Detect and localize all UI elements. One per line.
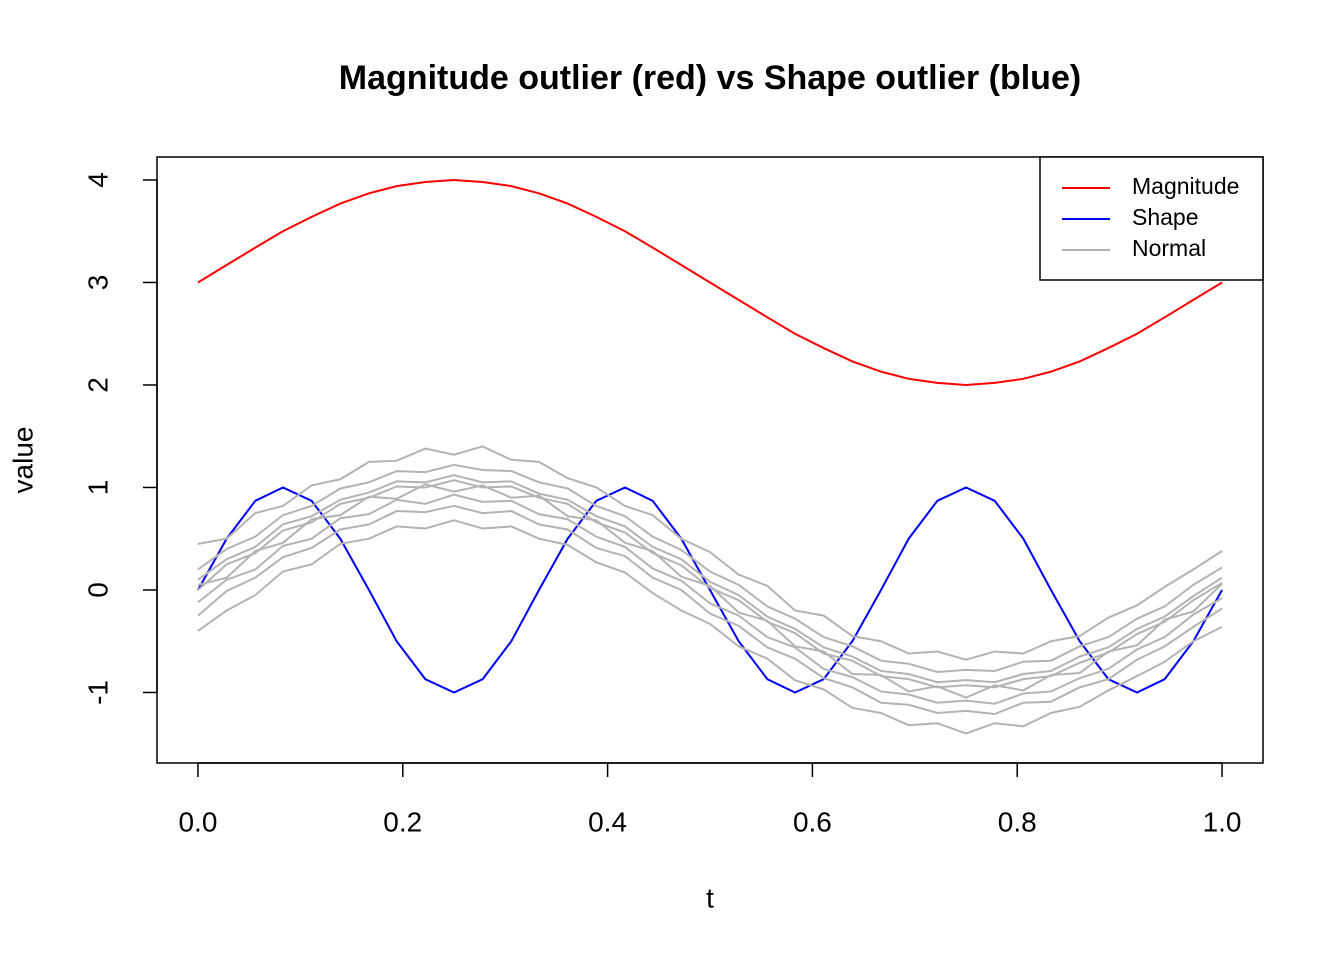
line — [197, 493, 1223, 705]
legend-label: Shape — [1132, 204, 1199, 230]
x-axis-label: t — [706, 882, 714, 913]
legend-label: Normal — [1132, 235, 1206, 261]
line — [197, 504, 1223, 716]
chart-title: Magnitude outlier (red) vs Shape outlier… — [339, 59, 1081, 97]
line — [197, 178, 1223, 386]
x-tick-label: 0.6 — [793, 806, 832, 837]
line — [197, 519, 1223, 735]
y-tick-label: 3 — [82, 275, 113, 291]
x-tick-label: 0.4 — [588, 806, 627, 837]
x-tick-label: 0.0 — [178, 806, 217, 837]
x-tick-label: 0.8 — [998, 806, 1037, 837]
line — [197, 474, 1223, 684]
line — [197, 463, 1223, 673]
y-axis-label: value — [7, 427, 38, 494]
x-tick-label: 1.0 — [1203, 806, 1242, 837]
y-tick-label: 2 — [82, 377, 113, 393]
y-tick-label: 1 — [82, 480, 113, 496]
x-tick-label: 0.2 — [383, 806, 422, 837]
y-tick-label: 0 — [82, 582, 113, 598]
legend-label: Magnitude — [1132, 173, 1239, 199]
line — [197, 479, 1223, 689]
plot-frame — [156, 156, 1264, 764]
y-tick-label: 4 — [82, 172, 113, 188]
line — [197, 445, 1223, 661]
y-tick-label: -1 — [82, 680, 113, 705]
line — [197, 486, 1223, 694]
